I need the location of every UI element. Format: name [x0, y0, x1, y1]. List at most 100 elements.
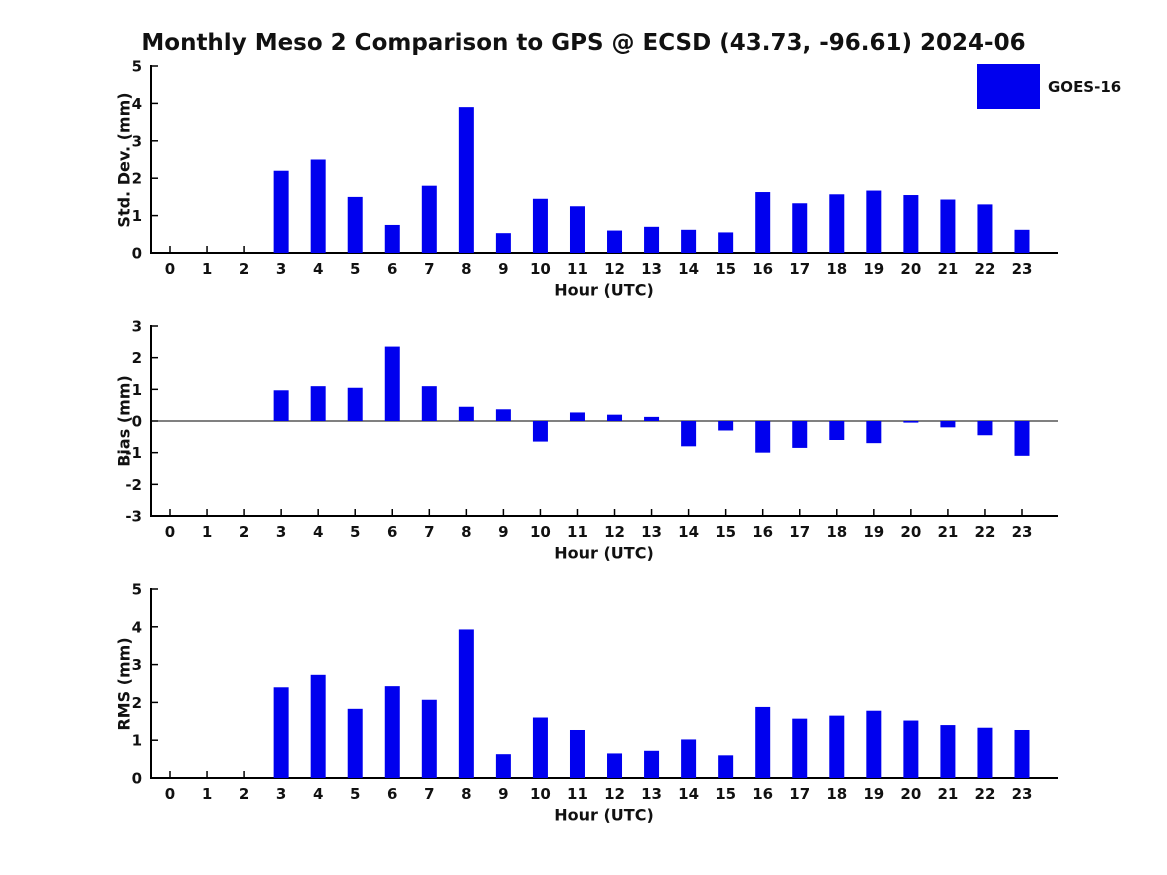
- y-tick-label: 2: [132, 170, 142, 188]
- bar-hour-11: [569, 206, 585, 253]
- x-tick-label: 9: [498, 260, 508, 278]
- y-tick-label: -2: [125, 476, 142, 494]
- bar-hour-4: [310, 674, 326, 778]
- x-tick-label: 14: [678, 260, 699, 278]
- bar-hour-19: [866, 421, 882, 444]
- legend: GOES-16: [977, 64, 1121, 109]
- y-tick-label: 1: [132, 207, 142, 225]
- y-tick-label: 0: [132, 770, 142, 788]
- bar-hour-15: [718, 755, 734, 778]
- bar-hour-16: [755, 706, 771, 778]
- bar-hour-12: [607, 414, 623, 421]
- y-tick-label: 1: [132, 732, 142, 750]
- bar-hour-21: [940, 199, 956, 253]
- x-tick-label: 4: [313, 785, 323, 803]
- x-tick-label: 12: [604, 523, 625, 541]
- bar-hour-19: [866, 710, 882, 778]
- x-tick-label: 2: [239, 523, 249, 541]
- x-tick-label: 7: [424, 523, 434, 541]
- bar-hour-3: [273, 687, 289, 778]
- x-tick-label: 10: [530, 260, 551, 278]
- bar-hour-5: [347, 708, 363, 778]
- x-tick-label: 15: [715, 523, 736, 541]
- bar-hour-18: [829, 194, 845, 253]
- x-tick-label: 3: [276, 785, 286, 803]
- bar-hour-10: [532, 198, 548, 253]
- y-tick-label: 3: [132, 318, 142, 336]
- bar-hour-9: [495, 409, 511, 421]
- bar-hour-5: [347, 387, 363, 421]
- x-axis-label-2: Hour (UTC): [554, 543, 654, 563]
- x-tick-label: 23: [1012, 523, 1033, 541]
- bar-hour-20: [903, 195, 919, 253]
- bar-hour-16: [755, 192, 771, 253]
- bar-hour-23: [1014, 729, 1030, 778]
- bar-hour-6: [384, 346, 400, 421]
- bar-hour-13: [644, 226, 660, 253]
- x-tick-label: 21: [937, 523, 958, 541]
- y-tick-label: -1: [125, 444, 142, 462]
- bar-hour-12: [607, 753, 623, 778]
- bar-hour-5: [347, 196, 363, 253]
- x-tick-label: 7: [424, 785, 434, 803]
- y-tick-label: -3: [125, 508, 142, 526]
- bar-hour-18: [829, 421, 845, 440]
- x-tick-label: 8: [461, 260, 471, 278]
- bar-hour-4: [310, 159, 326, 253]
- bar-hour-9: [495, 754, 511, 778]
- bar-hour-17: [792, 421, 808, 448]
- bar-hour-17: [792, 718, 808, 778]
- x-tick-label: 20: [900, 785, 921, 803]
- bar-hour-21: [940, 725, 956, 778]
- x-tick-label: 18: [826, 523, 847, 541]
- x-tick-label: 12: [604, 785, 625, 803]
- y-axis-label-stddev: Std. Dev. (mm): [114, 92, 134, 228]
- x-tick-label: 17: [789, 785, 810, 803]
- x-tick-label: 22: [975, 785, 996, 803]
- x-tick-label: 15: [715, 260, 736, 278]
- y-tick-label: 4: [132, 618, 142, 636]
- bar-hour-9: [495, 233, 511, 253]
- x-tick-label: 4: [313, 260, 323, 278]
- x-tick-label: 5: [350, 785, 360, 803]
- bar-hour-3: [273, 170, 289, 253]
- bar-hour-19: [866, 190, 882, 253]
- bar-hour-15: [718, 232, 734, 253]
- x-tick-label: 0: [165, 785, 175, 803]
- y-tick-label: 5: [132, 581, 142, 599]
- x-tick-label: 16: [752, 523, 773, 541]
- x-tick-label: 11: [567, 785, 588, 803]
- y-tick-label: 2: [132, 349, 142, 367]
- x-tick-label: 14: [678, 523, 699, 541]
- x-tick-label: 6: [387, 785, 397, 803]
- y-tick-label: 0: [132, 245, 142, 263]
- x-tick-label: 18: [826, 260, 847, 278]
- x-tick-label: 0: [165, 523, 175, 541]
- bar-hour-8: [458, 629, 474, 778]
- y-tick-label: 4: [132, 95, 142, 113]
- y-tick-label: 1: [132, 381, 142, 399]
- y-tick-label: 5: [132, 58, 142, 76]
- x-axis-label-3: Hour (UTC): [554, 805, 654, 825]
- bar-hour-7: [421, 386, 437, 421]
- x-tick-label: 16: [752, 785, 773, 803]
- bar-hour-7: [421, 185, 437, 253]
- x-axis-label-1: Hour (UTC): [554, 280, 654, 300]
- bar-hour-20: [903, 421, 919, 423]
- x-tick-label: 8: [461, 785, 471, 803]
- x-tick-label: 21: [937, 785, 958, 803]
- bar-hour-22: [977, 727, 993, 778]
- x-tick-label: 3: [276, 523, 286, 541]
- x-tick-label: 10: [530, 523, 551, 541]
- x-tick-label: 16: [752, 260, 773, 278]
- bar-hour-22: [977, 421, 993, 436]
- x-tick-label: 5: [350, 260, 360, 278]
- x-tick-label: 9: [498, 785, 508, 803]
- x-tick-label: 1: [202, 260, 212, 278]
- x-tick-label: 10: [530, 785, 551, 803]
- x-tick-label: 23: [1012, 260, 1033, 278]
- bar-hour-6: [384, 224, 400, 253]
- x-tick-label: 13: [641, 260, 662, 278]
- bar-hour-13: [644, 750, 660, 778]
